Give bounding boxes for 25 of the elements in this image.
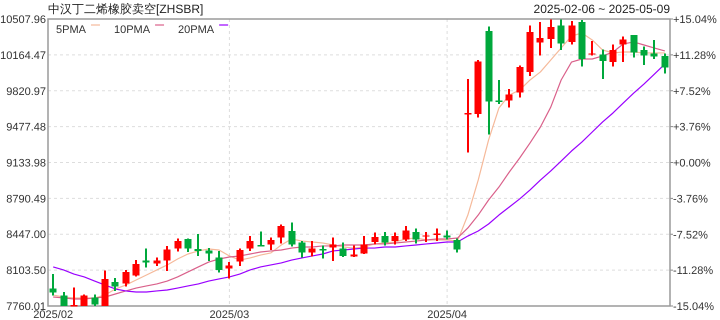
- y-tick-label: 8790.49: [6, 193, 46, 206]
- y2-tick-label: -7.52%: [673, 229, 708, 242]
- y-tick-label: 9133.98: [6, 158, 46, 170]
- x-tick-label: 2025/03: [210, 309, 250, 320]
- y-tick-label: 8103.50: [6, 265, 46, 278]
- y-tick-label: 8447.00: [6, 229, 46, 242]
- y-tick-label: 9820.97: [6, 86, 46, 98]
- y2-tick-label: +3.76%: [673, 122, 711, 134]
- x-tick-label: 2025/02: [33, 309, 74, 320]
- y2-tick-label: -15.04%: [673, 301, 714, 313]
- y2-tick-label: +0.00%: [673, 158, 711, 170]
- y-tick-label: 10507.96: [0, 14, 46, 26]
- x-tick-label: 2025/04: [427, 309, 467, 320]
- y2-tick-label: +15.04%: [673, 14, 717, 26]
- legend-label: 10PMA: [114, 24, 151, 36]
- chart-subtitle: 2025-02-06 ~ 2025-05-09: [534, 2, 670, 16]
- legend-label: 20PMA: [178, 24, 215, 36]
- y-tick-label: 9477.48: [6, 122, 46, 134]
- legend-label: 5PMA: [56, 24, 87, 36]
- y2-tick-label: -3.76%: [673, 193, 708, 206]
- y-tick-label: 10164.47: [0, 50, 46, 62]
- y2-tick-label: +11.28%: [673, 50, 716, 62]
- y2-tick-label: +7.52%: [673, 86, 711, 98]
- chart-title: 中汉丁二烯橡胶卖空[ZHSBR]: [48, 2, 204, 16]
- y2-tick-label: -11.28%: [673, 265, 714, 278]
